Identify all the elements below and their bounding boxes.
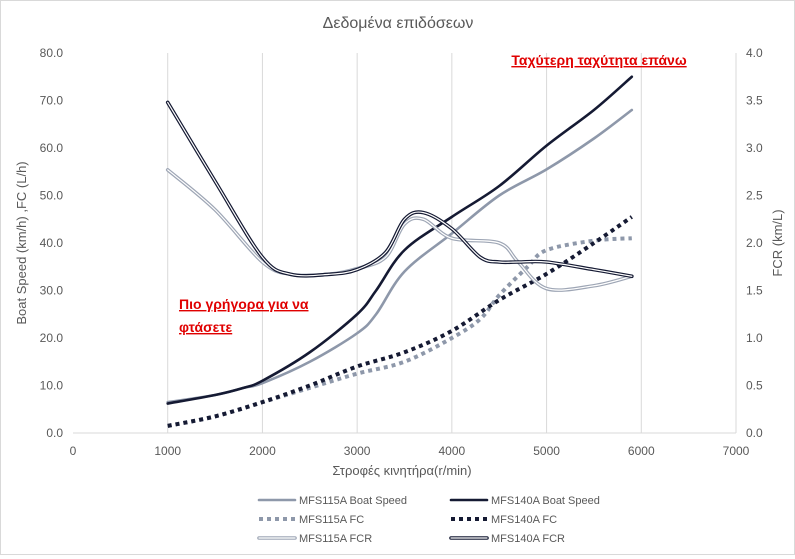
- y-left-tick-label: 30.0: [40, 284, 64, 298]
- legend-label-mfs115a-boat-speed: MFS115A Boat Speed: [299, 495, 407, 507]
- x-tick-label: 4000: [439, 444, 466, 458]
- y-left-tick-label: 80.0: [40, 46, 64, 60]
- x-tick-labels: 0 1000 2000 3000 4000 5000 6000 7000: [70, 444, 750, 458]
- y-left-tick-label: 70.0: [40, 94, 64, 108]
- legend-item-mfs140a-boat-speed: MFS140A Boat Speed: [449, 495, 600, 507]
- chart-title: Δεδομένα επιδόσεων: [323, 15, 474, 32]
- y-left-tick-label: 50.0: [40, 189, 64, 203]
- y-left-tick-label: 20.0: [40, 331, 64, 345]
- legend-item-mfs115a-fc: MFS115A FC: [259, 514, 364, 526]
- series-mfs115a-fc-line: [167, 236, 632, 428]
- y-right-tick-label: 2.5: [746, 189, 763, 203]
- series-mfs140a-fcr-line-outer: [165, 100, 634, 279]
- x-tick-label: 2000: [249, 444, 276, 458]
- legend-item-mfs140a-fc: MFS140A FC: [451, 514, 557, 526]
- y-right-tick-labels: 0.0 0.5 1.0 1.5 2.0 2.5 3.0 3.5 4.0: [746, 46, 763, 440]
- y-left-axis-label: Boat Speed (km/h) ,FC (L/h): [14, 161, 29, 324]
- legend-label-mfs140a-fcr: MFS140A FCR: [491, 533, 565, 545]
- annotation-faster-arrival-line2: φτάσετε: [179, 319, 233, 335]
- y-right-tick-label: 2.0: [746, 236, 763, 250]
- annotations: Ταχύτερη ταχύτητα επάνω Πιο γρήγορα για …: [179, 52, 687, 335]
- x-tick-label: 5000: [533, 444, 560, 458]
- annotation-faster-top-speed: Ταχύτερη ταχύτητα επάνω: [511, 52, 687, 68]
- x-tick-label: 6000: [628, 444, 655, 458]
- series-mfs140a-fc: [167, 215, 633, 428]
- y-right-tick-label: 0.0: [746, 426, 763, 440]
- x-tick-label: 0: [70, 444, 77, 458]
- y-left-tick-label: 40.0: [40, 236, 64, 250]
- x-tick-label: 3000: [344, 444, 371, 458]
- x-axis-label: Στροφές κινητήρα(r/min): [332, 463, 471, 478]
- series-mfs140a-boat-speed: [166, 75, 634, 405]
- series-mfs140a-fc-line: [167, 215, 633, 428]
- y-right-tick-label: 3.5: [746, 94, 763, 108]
- y-right-tick-label: 4.0: [746, 46, 763, 60]
- legend-item-mfs115a-boat-speed: MFS115A Boat Speed: [257, 495, 407, 507]
- y-left-tick-label: 10.0: [40, 379, 64, 393]
- legend-label-mfs140a-fc: MFS140A FC: [491, 514, 557, 526]
- series-mfs115a-fcr-line-inner: [167, 169, 633, 291]
- legend-label-mfs115a-fcr: MFS115A FCR: [299, 533, 372, 545]
- series-mfs140a-fcr-line-inner: [167, 101, 633, 277]
- x-tick-label: 7000: [723, 444, 750, 458]
- legend-label-mfs140a-boat-speed: MFS140A Boat Speed: [491, 495, 600, 507]
- legend-item-mfs115a-fcr: MFS115A FCR: [257, 533, 372, 545]
- series-mfs140a-boat-speed-line: [166, 75, 634, 405]
- y-right-tick-label: 0.5: [746, 379, 763, 393]
- series-mfs140a-fcr: [165, 100, 634, 279]
- series-mfs115a-fcr: [165, 168, 634, 292]
- series-lines: [165, 75, 634, 428]
- y-left-tick-label: 60.0: [40, 141, 64, 155]
- series-mfs115a-fc: [167, 236, 632, 428]
- y-left-tick-label: 0.0: [46, 426, 63, 440]
- y-right-tick-label: 1.0: [746, 331, 763, 345]
- y-right-axis-label: FCR (km/L): [770, 209, 785, 276]
- y-right-tick-label: 1.5: [746, 284, 763, 298]
- grid-lines: [167, 53, 737, 433]
- y-right-tick-label: 3.0: [746, 141, 763, 155]
- legend-item-mfs140a-fcr: MFS140A FCR: [449, 533, 565, 545]
- annotation-faster-arrival-line1: Πιο γρήγορα για να: [179, 296, 309, 312]
- legend-label-mfs115a-fc: MFS115A FC: [299, 514, 364, 526]
- x-tick-label: 1000: [154, 444, 181, 458]
- y-left-tick-labels: 0.0 10.0 20.0 30.0 40.0 50.0 60.0 70.0 80.0: [40, 46, 64, 440]
- legend: MFS115A Boat Speed MFS140A Boat Speed MFS1…: [257, 495, 600, 545]
